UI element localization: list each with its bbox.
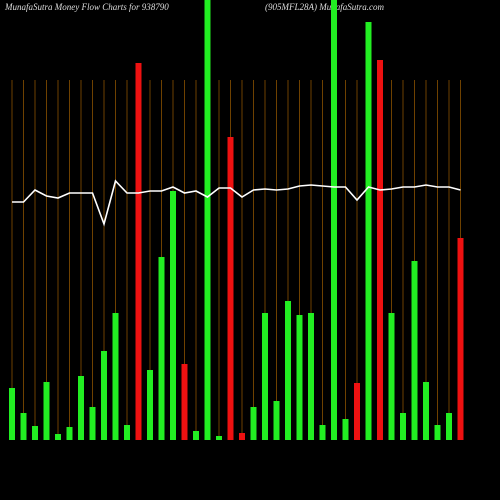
chart-title: MunafaSutra Money Flow Charts for 938790	[4, 2, 169, 12]
bar	[446, 413, 452, 440]
bar	[400, 413, 406, 440]
bar	[457, 238, 464, 440]
bar	[216, 436, 222, 440]
money-flow-line	[12, 179, 461, 227]
bar	[342, 419, 349, 440]
bar	[20, 413, 27, 440]
bar	[434, 425, 441, 440]
bar	[78, 376, 84, 440]
bar	[193, 431, 199, 440]
bar	[158, 257, 165, 440]
bar	[112, 313, 119, 440]
chart-subtitle: (905MFL28A) MunafaSutra.com	[265, 2, 384, 12]
bar	[365, 22, 372, 440]
bar	[285, 301, 291, 440]
bar	[101, 351, 107, 440]
bar	[32, 426, 38, 440]
bar	[135, 63, 142, 440]
bar	[124, 425, 130, 440]
bar	[273, 401, 280, 440]
bar	[9, 388, 15, 440]
bar	[147, 370, 153, 440]
bar	[227, 137, 234, 440]
bar	[331, 0, 337, 440]
bar	[170, 191, 176, 440]
bar	[66, 427, 73, 440]
bar	[262, 313, 268, 440]
bar	[43, 382, 50, 440]
bar	[204, 0, 211, 440]
bar	[423, 382, 429, 440]
bar	[181, 364, 188, 440]
bar	[354, 383, 360, 440]
bar	[250, 407, 257, 440]
bar	[388, 313, 395, 440]
bar	[308, 313, 314, 440]
bar	[411, 261, 418, 440]
bar	[296, 315, 303, 440]
bar	[377, 60, 383, 440]
bar	[55, 434, 61, 440]
bar	[239, 433, 245, 440]
bar	[89, 407, 96, 440]
bar	[319, 425, 326, 440]
